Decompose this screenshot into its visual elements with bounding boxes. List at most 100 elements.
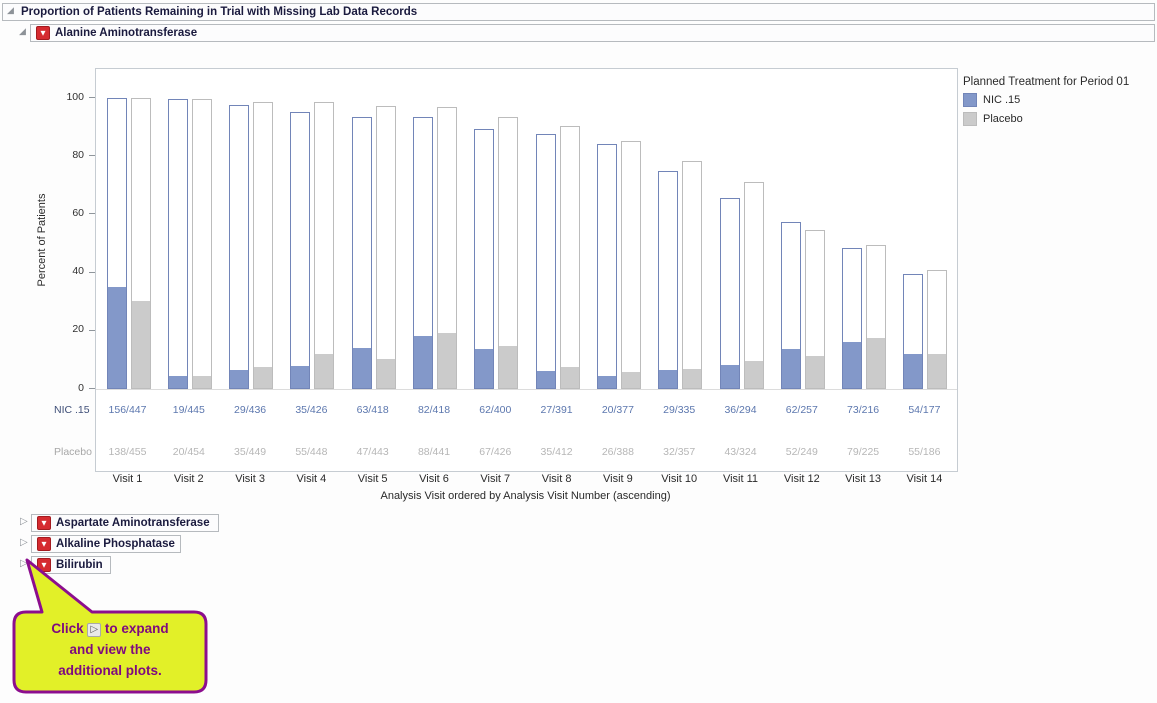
bar-fill-placebo-visit-10[interactable]	[683, 368, 702, 388]
bar-placebo-visit-7[interactable]	[498, 116, 519, 389]
y-tick-label-0: 0	[78, 381, 84, 394]
bar-placebo-visit-13[interactable]	[866, 245, 887, 389]
y-tick-mark-100	[89, 97, 95, 98]
fraction-nic-15-visit-2: 19/445	[172, 404, 205, 416]
legend-item-nic-15[interactable]: NIC .15	[963, 93, 1129, 107]
bar-nic-15-visit-13[interactable]	[842, 248, 863, 389]
bar-fill-placebo-visit-1[interactable]	[131, 300, 150, 388]
y-tick-label-40: 40	[72, 265, 84, 278]
section-title-bilirubin: Bilirubin	[56, 559, 103, 571]
bar-nic-15-visit-6[interactable]	[413, 116, 433, 389]
legend-swatch-placebo	[963, 112, 977, 126]
bar-nic-15-visit-12[interactable]	[780, 221, 801, 389]
bar-fill-placebo-visit-8[interactable]	[560, 366, 579, 388]
section-disclosure-icon-alkaline[interactable]: ▷	[20, 537, 28, 548]
bar-nic-15-visit-8[interactable]	[535, 134, 556, 389]
fraction-placebo-visit-6: 88/441	[417, 446, 451, 458]
y-tick-label-80: 80	[72, 148, 84, 161]
bar-placebo-visit-5[interactable]	[375, 105, 396, 389]
section-header-aspartate: ▼ Aspartate Aminotransferase	[31, 514, 219, 532]
fraction-placebo-visit-12: 52/249	[785, 446, 818, 458]
bar-placebo-visit-8[interactable]	[559, 125, 580, 389]
red-triangle-menu-icon-bilirubin[interactable]: ▼	[37, 558, 51, 572]
bar-placebo-visit-3[interactable]	[253, 101, 274, 389]
bar-fill-placebo-visit-12[interactable]	[805, 355, 824, 388]
red-triangle-menu-icon-aspartate[interactable]: ▼	[37, 516, 51, 530]
bar-fill-placebo-visit-9[interactable]	[621, 372, 640, 388]
bar-fill-placebo-visit-13[interactable]	[867, 338, 886, 388]
bar-nic-15-visit-1[interactable]	[106, 98, 127, 389]
bar-fill-nic-15-visit-11[interactable]	[720, 365, 739, 388]
bar-nic-15-visit-10[interactable]	[658, 171, 679, 389]
row-label-placebo: Placebo	[54, 446, 92, 458]
fraction-placebo-visit-13: 79/225	[847, 446, 880, 458]
section-header-alanine: ▼ Alanine Aminotransferase	[30, 24, 1155, 42]
fraction-nic-15-visit-5: 63/418	[356, 404, 389, 416]
bar-fill-nic-15-visit-13[interactable]	[843, 341, 862, 388]
bar-fill-nic-15-visit-14[interactable]	[904, 353, 923, 388]
bar-placebo-visit-11[interactable]	[743, 181, 764, 389]
bar-placebo-visit-10[interactable]	[682, 160, 703, 389]
x-tick-label-visit-14: Visit 14	[906, 473, 943, 485]
bar-fill-nic-15-visit-7[interactable]	[475, 348, 494, 388]
bar-fill-nic-15-visit-2[interactable]	[168, 376, 187, 388]
bar-nic-15-visit-3[interactable]	[229, 105, 250, 389]
y-tick-mark-40	[89, 271, 95, 273]
section-disclosure-icon-alanine[interactable]: ◢	[19, 27, 26, 37]
bar-fill-nic-15-visit-3[interactable]	[230, 370, 249, 388]
fraction-nic-15-visit-7: 62/400	[479, 404, 512, 416]
bar-placebo-visit-4[interactable]	[314, 102, 335, 389]
bar-fill-placebo-visit-2[interactable]	[192, 376, 211, 388]
fraction-placebo-visit-7: 67/426	[479, 446, 512, 458]
y-tick-mark-20	[89, 329, 95, 331]
report-title: Proportion of Patients Remaining in Tria…	[21, 6, 418, 18]
bar-fill-placebo-visit-14[interactable]	[928, 353, 947, 388]
bar-fill-nic-15-visit-6[interactable]	[414, 335, 432, 388]
bar-nic-15-visit-2[interactable]	[167, 99, 188, 389]
bar-nic-15-visit-14[interactable]	[903, 273, 924, 389]
section-disclosure-icon-aspartate[interactable]: ▷	[20, 516, 28, 527]
legend-item-placebo[interactable]: Placebo	[963, 112, 1129, 126]
red-triangle-menu-icon-alanine[interactable]: ▼	[36, 26, 50, 40]
bar-fill-nic-15-visit-8[interactable]	[536, 371, 555, 388]
callout-line1-pre: Click	[51, 621, 84, 636]
bar-fill-nic-15-visit-9[interactable]	[597, 375, 616, 388]
bar-fill-placebo-visit-4[interactable]	[315, 353, 334, 388]
report-title-bar: Proportion of Patients Remaining in Tria…	[2, 3, 1155, 21]
fraction-placebo-visit-9: 26/388	[601, 446, 634, 458]
bar-fill-nic-15-visit-12[interactable]	[781, 348, 800, 388]
bar-fill-placebo-visit-5[interactable]	[376, 358, 395, 388]
fraction-placebo-visit-14: 55/186	[908, 446, 941, 458]
bar-fill-placebo-visit-3[interactable]	[254, 366, 273, 388]
fraction-placebo-visit-2: 20/454	[172, 446, 205, 458]
legend: Planned Treatment for Period 01 NIC .15 …	[963, 76, 1129, 126]
bar-fill-nic-15-visit-4[interactable]	[291, 366, 310, 388]
bar-placebo-visit-6[interactable]	[437, 107, 457, 389]
bar-fill-placebo-visit-7[interactable]	[499, 346, 518, 388]
y-tick-mark-60	[89, 213, 95, 215]
bar-placebo-visit-2[interactable]	[191, 98, 212, 389]
bar-fill-nic-15-visit-5[interactable]	[352, 347, 371, 388]
bar-placebo-visit-14[interactable]	[927, 270, 948, 389]
bar-fill-nic-15-visit-10[interactable]	[659, 370, 678, 388]
bar-placebo-visit-1[interactable]	[130, 98, 151, 389]
x-tick-label-visit-12: Visit 12	[783, 473, 820, 485]
bar-nic-15-visit-7[interactable]	[474, 128, 495, 389]
bar-fill-placebo-visit-6[interactable]	[438, 332, 456, 388]
bar-placebo-visit-12[interactable]	[804, 229, 825, 389]
report-disclosure-icon[interactable]: ◢	[7, 6, 14, 16]
x-tick-label-visit-10: Visit 10	[661, 473, 698, 485]
bar-placebo-visit-9[interactable]	[620, 140, 641, 389]
fraction-nic-15-visit-14: 54/177	[908, 404, 941, 416]
x-tick-label-visit-4: Visit 4	[296, 473, 327, 485]
bar-nic-15-visit-11[interactable]	[719, 197, 740, 389]
x-tick-label-visit-6: Visit 6	[419, 473, 449, 485]
bar-nic-15-visit-5[interactable]	[351, 116, 372, 389]
section-disclosure-icon-bilirubin[interactable]: ▷	[20, 558, 28, 569]
bar-nic-15-visit-4[interactable]	[290, 111, 311, 389]
bar-fill-nic-15-visit-1[interactable]	[107, 287, 126, 388]
bar-nic-15-visit-9[interactable]	[596, 143, 617, 389]
bar-fill-placebo-visit-11[interactable]	[744, 361, 763, 388]
red-triangle-menu-icon-alkaline[interactable]: ▼	[37, 537, 51, 551]
